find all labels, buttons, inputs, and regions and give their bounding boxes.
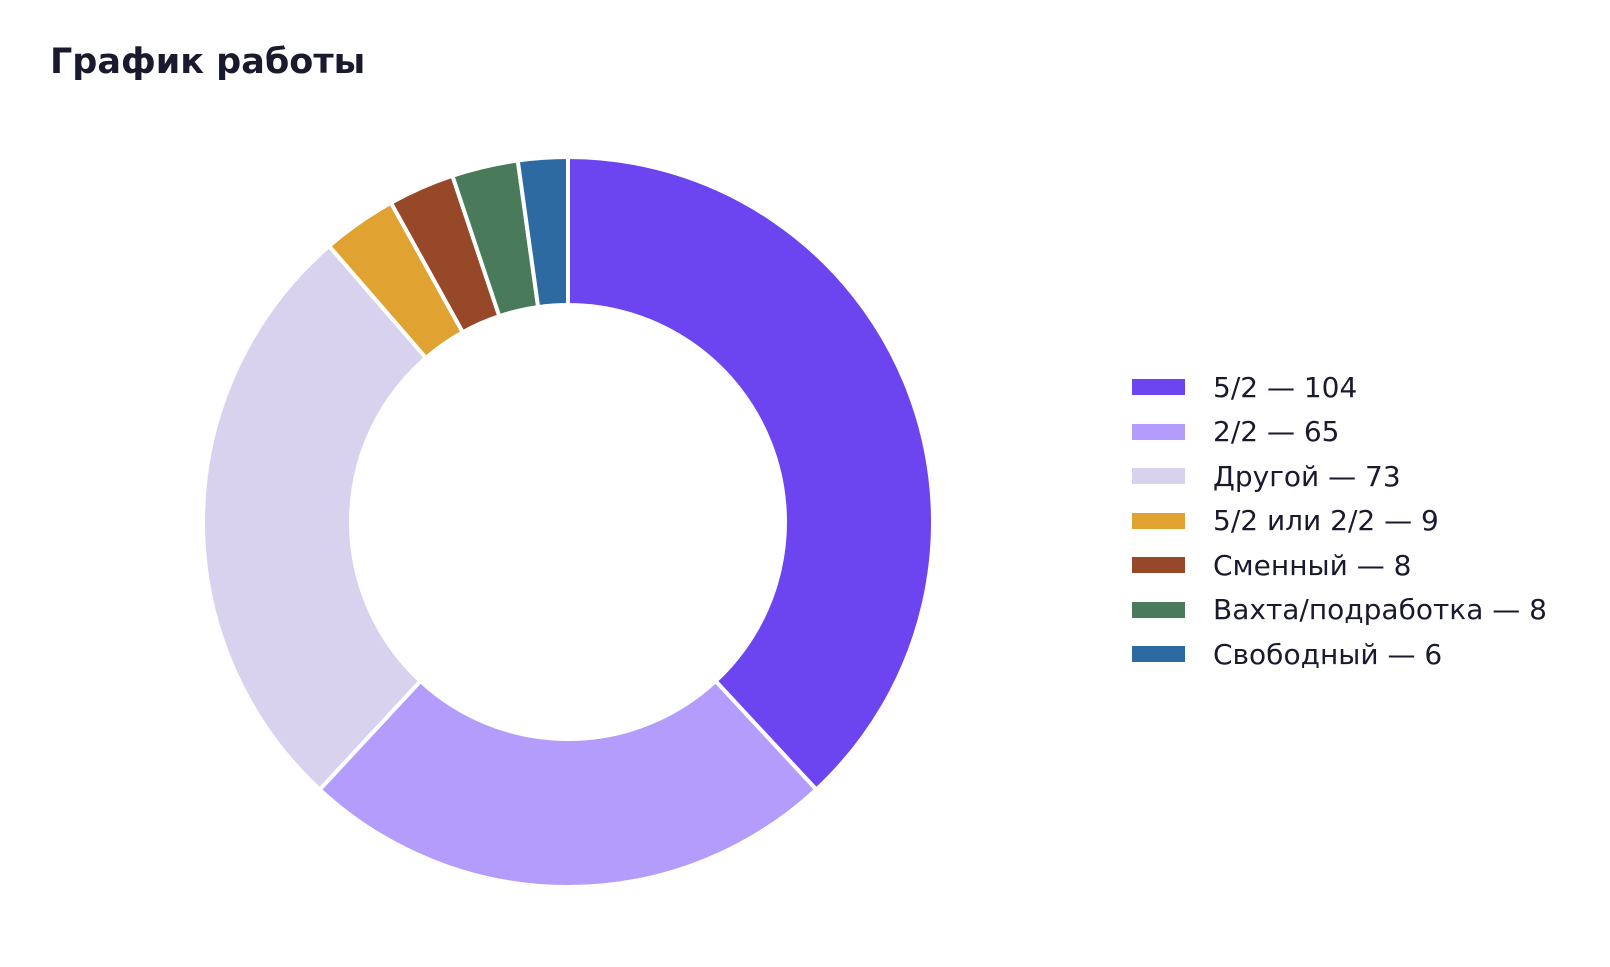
chart-title: График работы (50, 42, 366, 82)
legend-item-2: Другой — 73 (1132, 454, 1547, 499)
legend-swatch (1132, 512, 1185, 529)
chart-legend: 5/2 — 104 2/2 — 65 Другой — 73 5/2 или 2/2 … (1132, 365, 1547, 677)
legend-item-1: 2/2 — 65 (1132, 410, 1547, 455)
legend-item-5: Вахта/подработка — 8 (1132, 588, 1547, 633)
legend-item-6: Свободный — 6 (1132, 632, 1547, 677)
legend-label: 2/2 — 65 (1213, 415, 1340, 449)
legend-swatch (1132, 601, 1185, 618)
legend-item-4: Сменный — 8 (1132, 543, 1547, 588)
legend-swatch (1132, 557, 1185, 574)
legend-label: Другой — 73 (1213, 459, 1401, 493)
legend-label: Свободный — 6 (1213, 637, 1443, 671)
legend-item-3: 5/2 или 2/2 — 9 (1132, 499, 1547, 544)
donut-slice-6 (515, 154, 570, 310)
legend-swatch (1132, 423, 1185, 440)
legend-swatch (1132, 468, 1185, 485)
legend-label: 5/2 или 2/2 — 9 (1213, 504, 1439, 538)
legend-swatch (1132, 379, 1185, 396)
donut-slice-2 (201, 243, 429, 793)
donut-slice-0 (566, 154, 935, 793)
legend-swatch (1132, 646, 1185, 663)
legend-label: Сменный — 8 (1213, 548, 1412, 582)
legend-label: Вахта/подработка — 8 (1213, 593, 1547, 627)
legend-label: 5/2 — 104 (1213, 370, 1358, 404)
donut-slice-1 (316, 678, 820, 889)
legend-item-0: 5/2 — 104 (1132, 365, 1547, 410)
